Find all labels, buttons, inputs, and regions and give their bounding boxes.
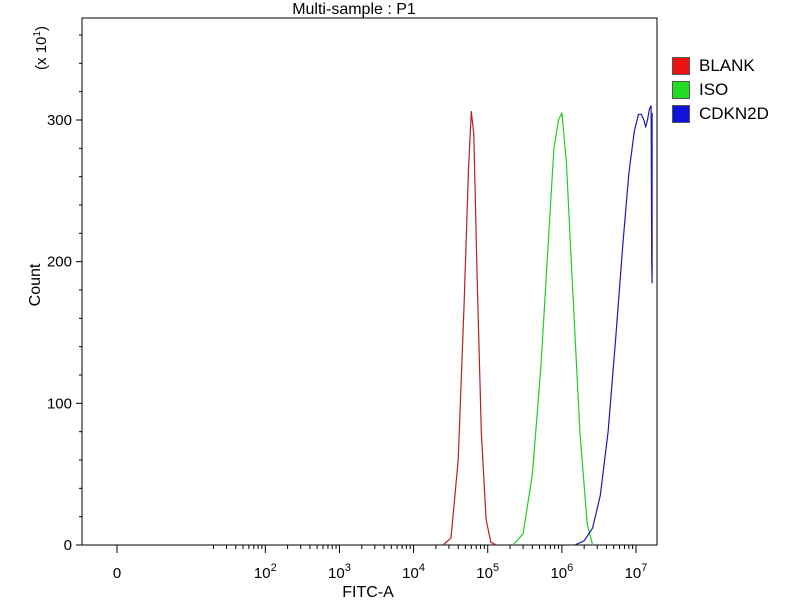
legend-swatch-iso — [672, 81, 690, 99]
legend-item-blank: BLANK — [672, 54, 769, 78]
y-axis: 0 100 200 300 — [47, 34, 82, 554]
series-line-cdkn2d — [574, 105, 653, 546]
y-tick-label: 200 — [47, 254, 72, 271]
x-tick-label: 107 — [625, 562, 648, 582]
x-tick-label: 106 — [550, 562, 573, 582]
legend: BLANK ISO CDKN2D — [672, 54, 769, 126]
y-axis-label: Count — [27, 263, 44, 306]
y-tick-label: 300 — [47, 112, 72, 129]
series-line-blank — [442, 110, 497, 546]
plot-frame — [81, 17, 658, 546]
legend-item-cdkn2d: CDKN2D — [672, 102, 769, 126]
x-tick-label: 104 — [402, 562, 425, 582]
legend-swatch-blank — [672, 57, 690, 75]
plot-border — [81, 17, 658, 546]
series-group — [442, 105, 653, 546]
x-tick-label: 105 — [476, 562, 499, 582]
legend-label-iso: ISO — [699, 80, 729, 99]
x-axis: 0 102 103 104 105 106 107 — [113, 545, 648, 582]
chart-title: Multi-sample : P1 — [292, 1, 416, 18]
y-multiplier-label: (x 101) — [32, 26, 50, 70]
series-line-iso — [512, 112, 594, 546]
x-tick-label: 102 — [254, 562, 277, 582]
y-tick-label: 100 — [47, 395, 72, 412]
x-tick-label: 103 — [328, 562, 351, 582]
legend-item-iso: ISO — [672, 78, 769, 102]
x-axis-label: FITC-A — [342, 584, 394, 600]
legend-swatch-cdkn2d — [672, 105, 690, 123]
legend-label-cdkn2d: CDKN2D — [699, 104, 769, 123]
x-tick-label: 0 — [113, 565, 121, 582]
legend-label-blank: BLANK — [699, 56, 755, 75]
y-tick-label: 0 — [64, 537, 72, 554]
